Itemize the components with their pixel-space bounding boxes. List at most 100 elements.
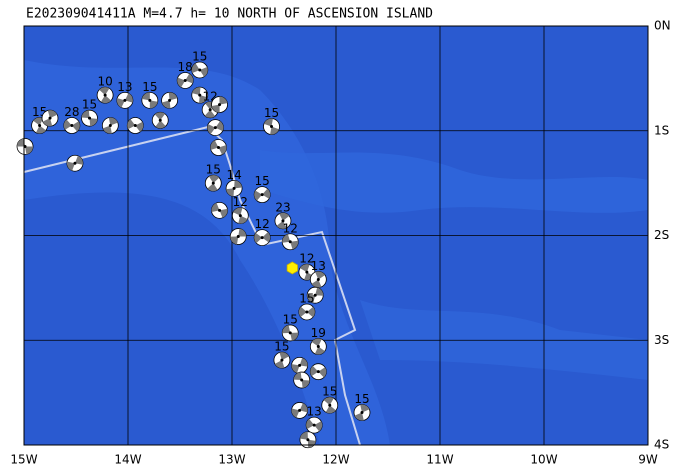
focal-mechanism <box>321 396 339 414</box>
beachball-center <box>218 103 222 107</box>
depth-label: 15 <box>206 163 221 177</box>
focal-mechanism <box>353 404 371 421</box>
focal-mechanism <box>309 338 327 355</box>
beachball-center <box>48 116 52 120</box>
focal-mechanism <box>81 109 98 127</box>
beachball-center <box>360 411 364 415</box>
compression-quadrant <box>207 175 220 192</box>
focal-mechanism <box>305 416 323 434</box>
beachball-center <box>305 270 309 274</box>
focal-mechanism <box>206 119 224 137</box>
epicenter <box>286 261 298 275</box>
focal-mechanism <box>281 324 299 342</box>
compression-quadrant <box>264 118 280 135</box>
focal-mechanism <box>116 91 134 109</box>
depth-label: 12 <box>255 217 270 231</box>
compression-quadrant <box>307 287 324 303</box>
x-tick-label: 11W <box>426 453 453 467</box>
focal-mechanism <box>41 109 59 127</box>
depth-label: 15 <box>255 174 270 188</box>
y-tick-label: 0N <box>654 19 671 33</box>
depth-label: 13 <box>311 259 326 273</box>
depth-label: 15 <box>274 340 289 354</box>
focal-mechanism <box>231 207 249 224</box>
map-title: E202309041411A M=4.7 h= 10 NORTH OF ASCE… <box>26 7 433 22</box>
beachball-center <box>300 378 304 382</box>
focal-mechanism <box>225 179 243 197</box>
depth-label: 15 <box>322 385 337 399</box>
focal-mechanism <box>211 201 228 219</box>
depth-label: 28 <box>64 105 79 119</box>
beachball-center <box>280 358 284 362</box>
focal-mechanism <box>309 271 327 288</box>
beachball-center <box>103 93 107 97</box>
y-tick-label: 1S <box>654 123 669 137</box>
beachball-center <box>328 403 332 407</box>
compression-quadrant <box>282 325 299 341</box>
beachball-center <box>216 146 220 150</box>
depth-label: 19 <box>311 326 326 340</box>
beachball-center <box>183 78 187 82</box>
beachball-center <box>305 310 309 314</box>
depth-label: 15 <box>192 49 207 63</box>
depth-label: 10 <box>97 75 112 89</box>
focal-mechanism <box>309 363 327 381</box>
focal-mechanism <box>274 212 292 230</box>
compression-quadrant <box>192 87 208 104</box>
y-tick-label: 3S <box>654 333 669 347</box>
beachball-center <box>288 331 292 335</box>
beachball-center <box>260 193 264 197</box>
depth-label: 13 <box>117 80 132 94</box>
focal-mechanism <box>210 139 227 156</box>
x-tick-label: 13W <box>218 453 245 467</box>
depth-label: 15 <box>354 392 369 406</box>
focal-mechanism <box>66 154 84 172</box>
compression-quadrant <box>293 372 310 388</box>
beachball-center <box>316 370 320 374</box>
focal-mechanism <box>273 351 291 369</box>
focal-mechanism <box>306 286 324 304</box>
depth-label: 18 <box>178 60 193 74</box>
beachball-center <box>260 236 264 240</box>
compression-quadrant <box>254 188 271 201</box>
map-frame <box>23 25 649 446</box>
compression-quadrant <box>323 397 336 414</box>
beachball-center <box>281 219 285 223</box>
compression-quadrant <box>299 264 314 281</box>
depth-label: 15 <box>299 291 314 305</box>
compression-quadrant <box>299 431 316 448</box>
beachball-center <box>158 118 162 122</box>
compression-quadrant <box>42 110 58 127</box>
relief <box>260 150 648 213</box>
focal-mechanism <box>291 356 309 374</box>
depth-label: 13 <box>307 405 322 419</box>
beachball-center <box>148 98 152 102</box>
compression-quadrant <box>230 228 247 245</box>
depth-label: 12 <box>299 252 314 266</box>
focal-mechanism <box>126 117 144 134</box>
focal-mechanism <box>298 303 316 321</box>
beachball-center <box>198 68 202 72</box>
focal-mechanism <box>263 118 280 135</box>
focal-mechanism <box>211 96 228 113</box>
beachball-center <box>316 345 320 349</box>
beachball-center <box>298 408 302 412</box>
depth-label: 15 <box>264 106 279 120</box>
compression-quadrant <box>226 180 243 197</box>
depth-label: 14 <box>226 168 241 182</box>
beachball-center <box>213 126 217 130</box>
beachball-center <box>208 108 212 112</box>
beachball-center <box>123 98 127 102</box>
beachball-center <box>270 125 274 129</box>
depth-label: 15 <box>82 98 97 112</box>
compression-quadrant <box>81 110 98 127</box>
compression-quadrant <box>161 92 178 109</box>
focal-mechanism <box>191 86 209 104</box>
compression-quadrant <box>17 138 34 155</box>
beachball-center <box>38 124 42 128</box>
focal-mechanism <box>281 233 299 251</box>
depth-label: 15 <box>142 80 157 94</box>
beachball-center <box>73 161 77 165</box>
compression-quadrant <box>211 96 228 113</box>
